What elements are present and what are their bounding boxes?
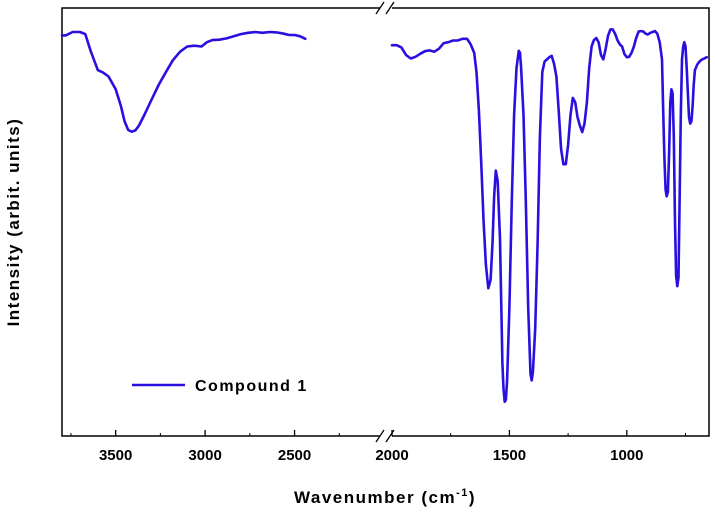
series-line-compound-1-segment-1 [60,30,307,133]
x-axis-tick-labels: 3500 3000 2500 2000 1500 1000 [99,447,644,464]
x-axis-title-main: Wavenumber (cm [294,488,456,507]
plot-frame [61,7,710,437]
legend-label-compound-1: Compound 1 [195,378,308,395]
series-group [60,28,709,404]
axis-break-slash [375,1,385,15]
axis-break-slash [385,429,395,443]
series-line-compound-1-segment-2 [390,28,709,404]
x-tick-label-3500: 3500 [99,447,132,464]
axis-break-gap [380,433,392,439]
axis-break-slash [385,1,395,15]
legend: Compound 1 [132,378,308,395]
x-axis-title: Wavenumber (cm-1) [294,487,476,507]
x-tick-label-2000: 2000 [375,447,408,464]
axis-break-gap [380,5,392,11]
x-axis-title-superscript: -1 [456,487,469,499]
axis-break-slash [375,429,385,443]
x-tick-label-1500: 1500 [493,447,526,464]
x-axis-ticks [70,430,687,436]
x-tick-label-2500: 2500 [278,447,311,464]
y-axis-title: Intensity (arbit. units) [4,118,23,327]
x-axis-title-close: ) [469,488,476,507]
axis-break-markers [375,1,395,443]
x-tick-label-3000: 3000 [188,447,221,464]
x-tick-label-1000: 1000 [610,447,643,464]
